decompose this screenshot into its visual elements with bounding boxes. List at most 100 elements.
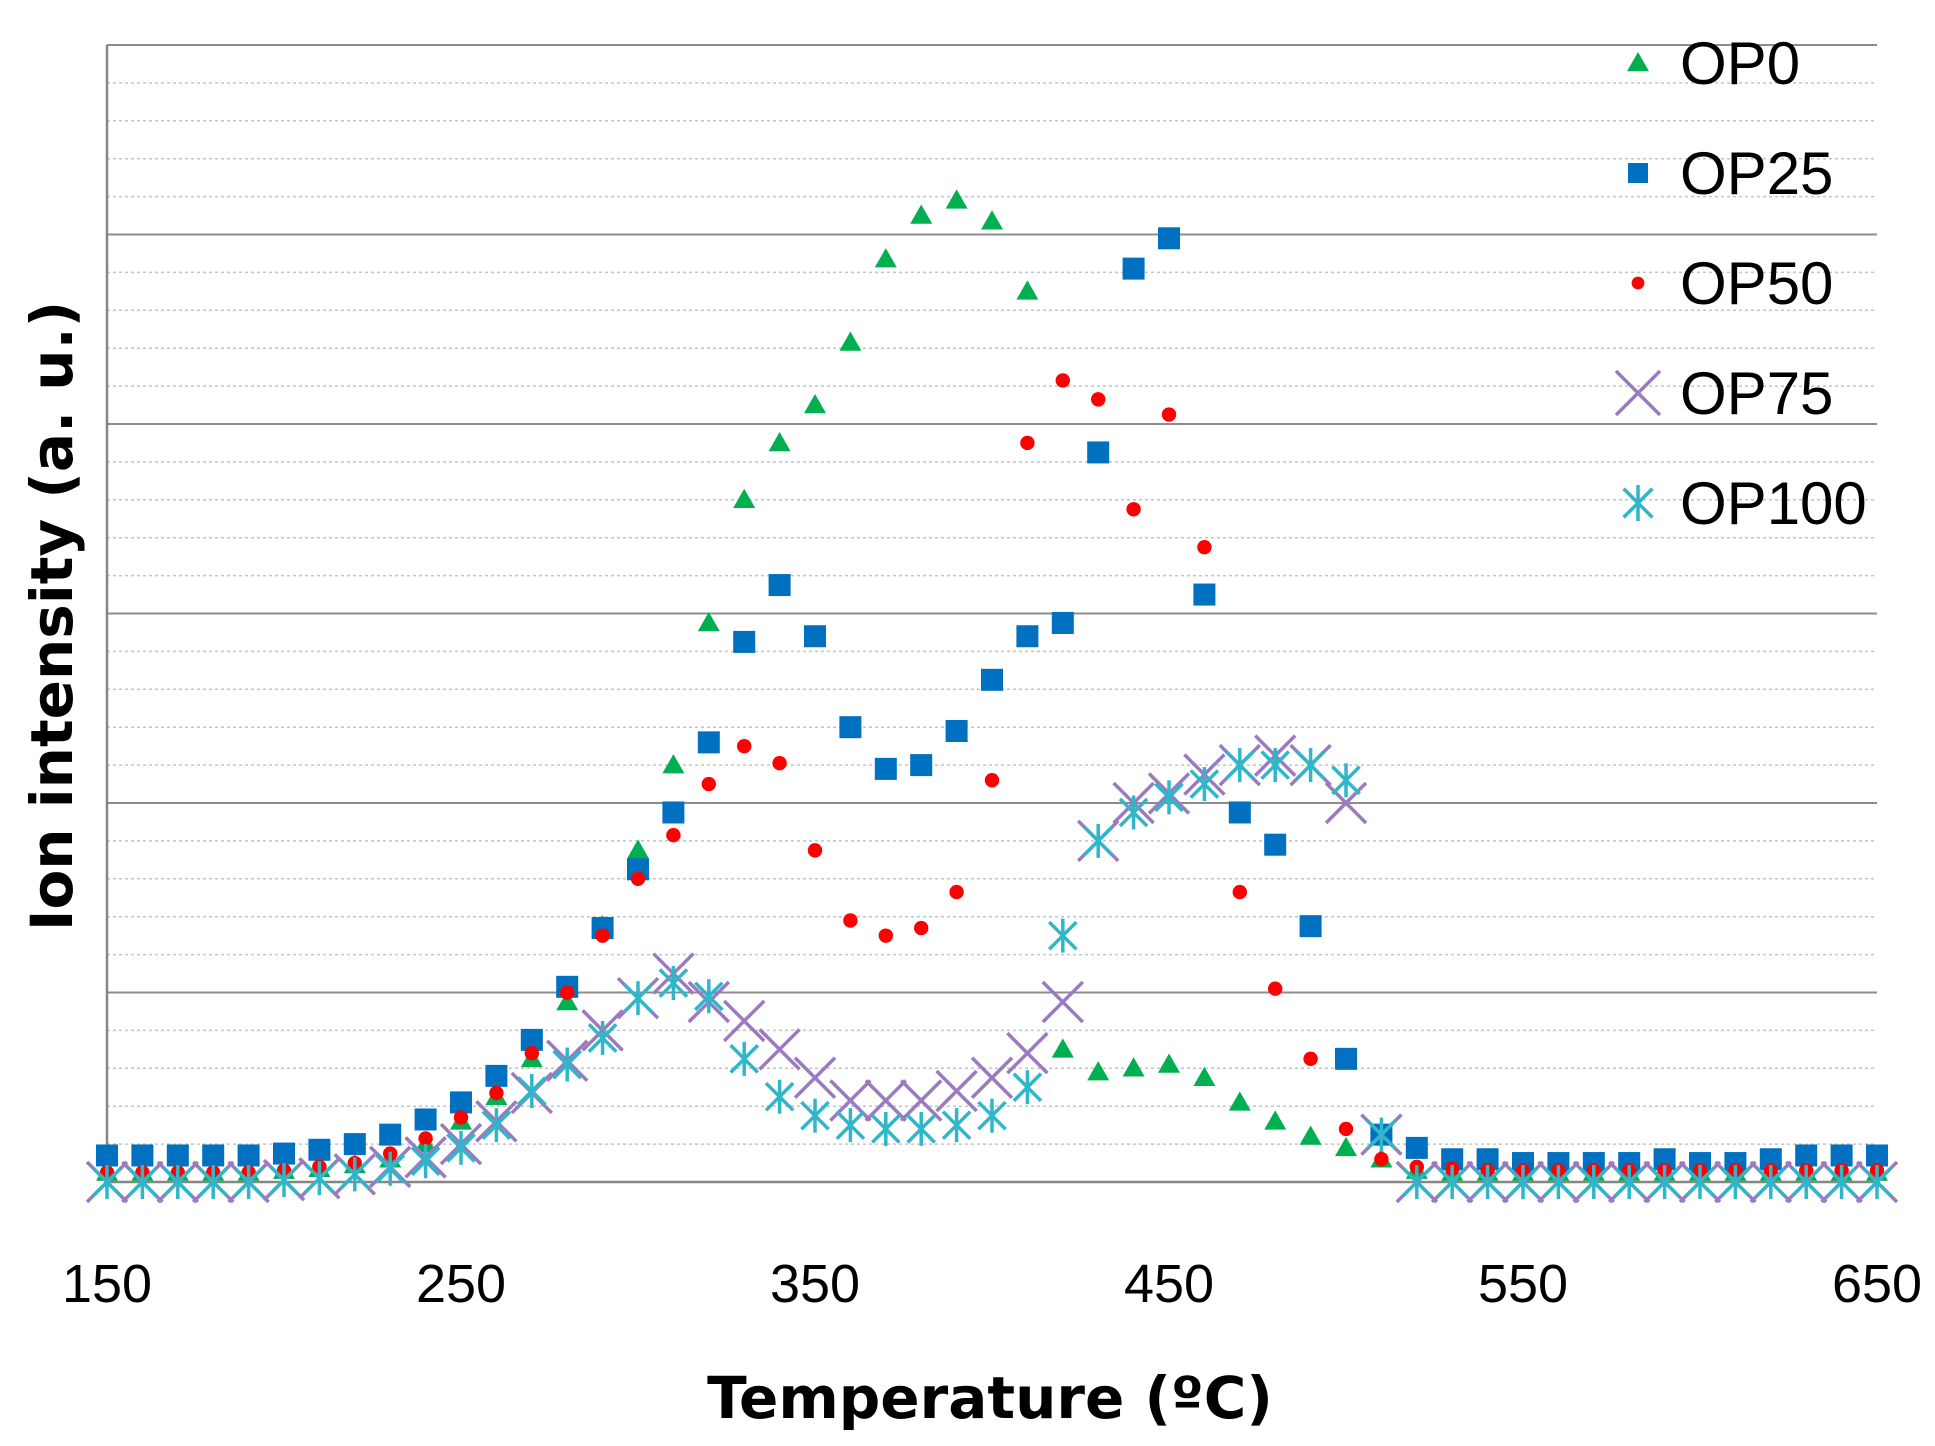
data-point [237,1144,260,1167]
legend-item-op75: OP75 [1614,360,1833,427]
data-point [764,1079,795,1114]
data-point [874,248,897,268]
data-point [1087,441,1110,464]
legend-label: OP75 [1680,360,1833,427]
data-point [1826,1165,1857,1199]
data-point [92,1165,122,1199]
data-point [627,839,649,859]
data-point [1091,392,1106,407]
data-point [804,394,826,414]
data-point [1862,1165,1892,1199]
data-point [127,1165,158,1199]
x-tick-label: 350 [770,1254,860,1314]
legend-item-op0: OP0 [1627,30,1800,97]
data-point [1016,280,1039,300]
data-point [1830,1144,1853,1167]
data-point [1228,1091,1251,1111]
data-point [1051,1038,1074,1058]
data-point [587,1020,618,1055]
data-point [453,1110,469,1125]
data-point [1260,748,1291,783]
data-point [1041,980,1085,1024]
data-point [1126,502,1141,517]
data-point [839,716,862,739]
data-point [984,773,1000,788]
marker-stroke [758,1028,801,1071]
data-point [1006,1031,1049,1075]
marker-stroke [970,1056,1014,1100]
legend-label: OP50 [1680,250,1833,317]
data-point [970,1056,1014,1100]
data-point [662,801,685,824]
data-point [343,1133,366,1156]
data-point [1335,1136,1357,1157]
data-point [556,990,579,1011]
data-point [768,574,791,597]
data-point [864,1079,908,1122]
data-point [1228,801,1251,824]
data-point [1374,1152,1389,1167]
data-point [758,1028,801,1071]
data-point [800,1098,830,1133]
data-point [485,1064,508,1087]
series-op25 [96,227,1888,1175]
data-point [379,1123,402,1146]
data-point [269,1163,299,1198]
marker-stroke [1041,980,1085,1024]
data-point [1051,611,1074,634]
marker-stroke [1614,369,1662,417]
data-point [1087,1061,1110,1081]
data-point [1303,1051,1318,1067]
data-point [1232,884,1248,900]
data-point [1122,1057,1145,1077]
legend-marker [1627,52,1649,72]
data-point [768,431,791,452]
x-axis-title: Temperature (ºC) [707,1364,1273,1432]
data-point [1083,823,1114,858]
data-point [233,1165,264,1199]
data-point [1437,1165,1468,1199]
series-op50 [99,373,1885,1180]
data-point [1401,1165,1432,1199]
data-point [899,1079,943,1122]
data-point [481,1108,512,1143]
data-point [843,913,858,928]
data-point [1189,767,1220,802]
data-point [1193,583,1216,606]
data-point [1268,981,1283,996]
data-point [1020,435,1035,451]
data-point [1791,1165,1822,1199]
data-point [737,738,752,754]
data-point [1578,1165,1609,1199]
data-point [1264,833,1287,856]
data-point [1197,539,1212,555]
data-point [131,1144,154,1167]
data-point [697,611,720,632]
data-point [1405,1136,1428,1159]
data-point [1795,1144,1818,1167]
series-layer [85,189,1899,1204]
data-point [949,884,964,900]
legend-marker [1628,163,1648,183]
data-point [273,1142,295,1165]
data-point [418,1131,433,1146]
data-point [198,1165,229,1199]
gridlines [107,44,1877,1145]
data-point [96,1144,118,1167]
marker-stroke [1324,781,1368,825]
data-point [1055,373,1071,388]
legend-marker [1622,485,1654,521]
data-point [906,1111,937,1146]
data-point [839,331,862,351]
data-point [701,776,716,792]
data-point [552,1047,583,1082]
data-point [1193,1066,1216,1087]
data-point [1759,1148,1782,1171]
data-point [162,1165,193,1199]
data-point [308,1138,331,1161]
marker-stroke [864,1079,908,1122]
data-point [1338,1121,1354,1137]
data-point [1154,780,1184,815]
data-point [1366,1117,1397,1152]
data-point [1324,781,1368,825]
